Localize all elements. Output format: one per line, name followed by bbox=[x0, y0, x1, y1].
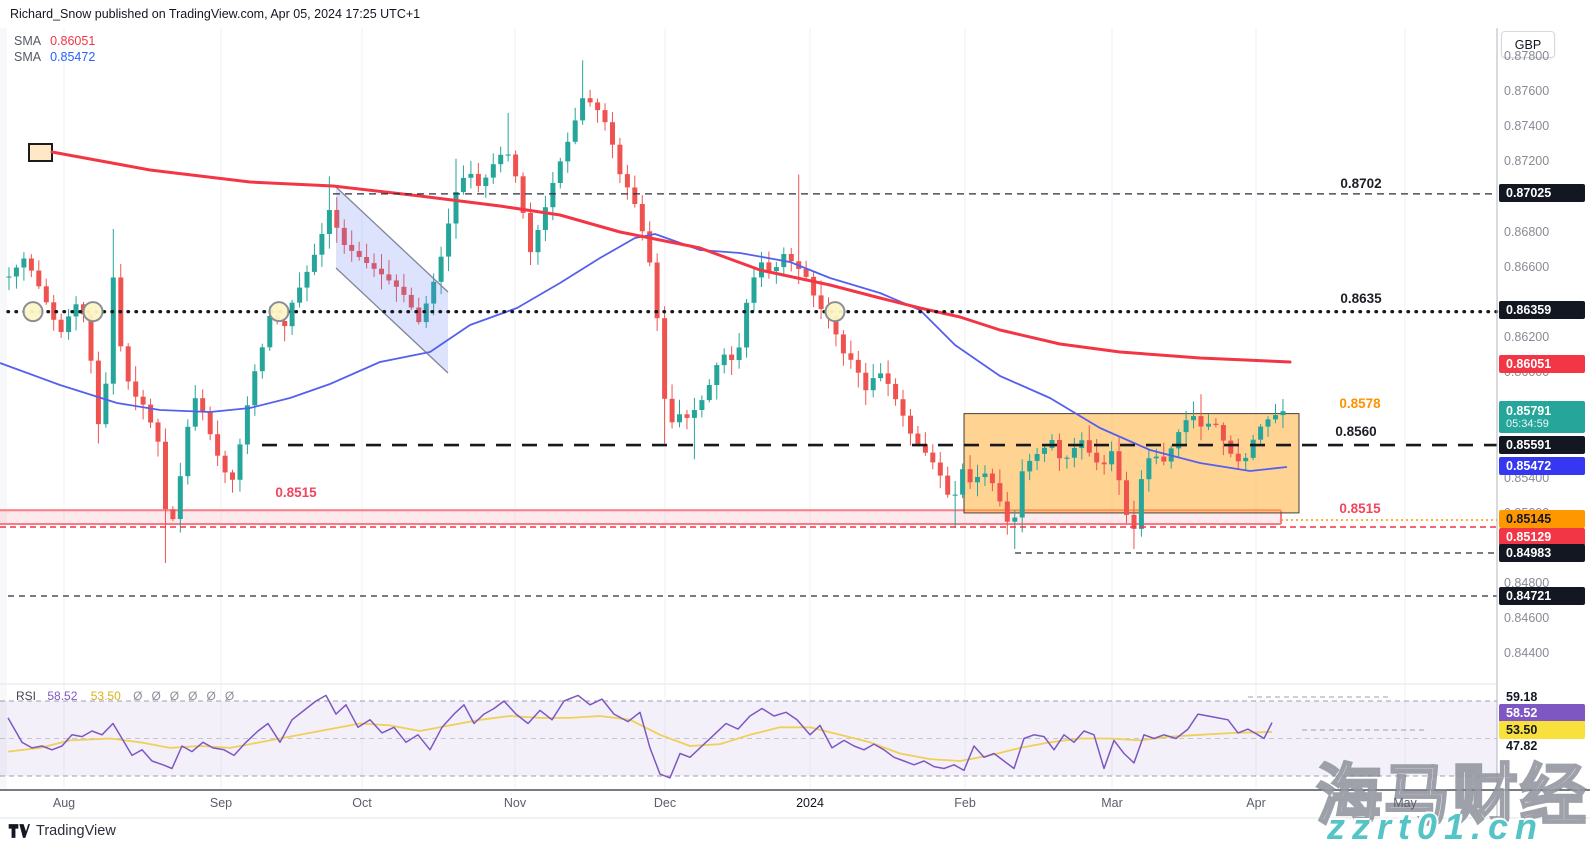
candles bbox=[6, 60, 1286, 563]
price-tick: 0.84800 bbox=[1504, 576, 1550, 591]
time-tick: Nov bbox=[503, 796, 527, 810]
rsi-setting-empty: Ø bbox=[133, 689, 143, 703]
level-label: 0.8560 bbox=[1335, 424, 1376, 439]
level-label: 0.8635 bbox=[1340, 291, 1382, 306]
tradingview-logo[interactable]: TradingView bbox=[8, 823, 116, 839]
rsi-axis-value: 58.52 bbox=[1499, 704, 1585, 722]
rsi-setting-empty: Ø bbox=[206, 689, 216, 703]
level-label: 0.8515 bbox=[1339, 501, 1381, 516]
time-tick: Feb bbox=[954, 796, 976, 810]
price-tick: 0.87600 bbox=[1504, 83, 1550, 98]
time-tick: Sep bbox=[209, 796, 233, 810]
rsi-ma-line bbox=[7, 715, 1273, 762]
watermark-url: zzrt01.cn bbox=[1326, 806, 1544, 847]
price-tick: 0.86200 bbox=[1504, 330, 1550, 345]
time-tick: Dec bbox=[653, 796, 677, 810]
rsi-axis-value: 59.18 bbox=[1506, 690, 1538, 704]
axis-price-badge: 0.84983 bbox=[1499, 544, 1585, 562]
time-tick: Oct bbox=[352, 796, 372, 810]
indicator-legend[interactable]: SMA 0.86051 SMA 0.85472 bbox=[14, 33, 95, 65]
tradingview-glyph bbox=[8, 824, 30, 838]
sma2-label: SMA bbox=[14, 50, 42, 64]
axis-price-badge: 0.86051 bbox=[1499, 355, 1585, 374]
level-label: 0.8515 bbox=[275, 485, 317, 500]
rsi-ma-value: 53.50 bbox=[90, 689, 121, 703]
brand-text: TradingView bbox=[36, 823, 116, 839]
rsi-value: 58.52 bbox=[47, 689, 78, 703]
time-tick: Aug bbox=[52, 796, 76, 810]
rsi-setting-empty: Ø bbox=[188, 689, 198, 703]
rsi-line bbox=[7, 694, 1273, 779]
rsi-title: RSI bbox=[16, 689, 37, 703]
level-label: 0.8702 bbox=[1340, 176, 1381, 191]
price-tick: 0.87400 bbox=[1504, 119, 1550, 134]
sma1-value: 0.86051 bbox=[50, 34, 96, 48]
anchor-box bbox=[28, 143, 53, 162]
sma-red-line bbox=[50, 150, 1292, 364]
sma1-label: SMA bbox=[14, 34, 42, 48]
price-tick: 0.86600 bbox=[1504, 259, 1550, 274]
time-tick: 2024 bbox=[796, 796, 824, 810]
time-tick: Mar bbox=[1101, 796, 1123, 810]
range-box bbox=[963, 413, 1300, 514]
sma2-value: 0.85472 bbox=[50, 50, 96, 64]
watermark-cn: 海马财经 bbox=[1315, 756, 1588, 836]
price-tick: 0.87200 bbox=[1504, 154, 1550, 169]
axis-price-badge: 0.85145 bbox=[1499, 510, 1585, 528]
sma-legend-row-2[interactable]: SMA 0.85472 bbox=[14, 49, 95, 65]
axis-price-badge: 0.85591 bbox=[1499, 436, 1585, 455]
time-tick: May bbox=[1393, 796, 1417, 810]
rsi-axis-value: 47.82 bbox=[1506, 739, 1538, 753]
trend-channel bbox=[336, 187, 448, 373]
sma-legend-row-1[interactable]: SMA 0.86051 bbox=[14, 33, 95, 49]
axis-price-badge: 0.85472 bbox=[1499, 456, 1585, 475]
rsi-axis-value: 53.50 bbox=[1499, 721, 1585, 739]
publish-line: Richard_Snow published on TradingView.co… bbox=[10, 7, 421, 21]
axis-price-badge: 0.85129 bbox=[1499, 528, 1585, 546]
axis-price-badge: 0.86359 bbox=[1499, 301, 1585, 320]
axis-price-badge: 0.87025 bbox=[1499, 184, 1585, 202]
rsi-setting-empty: Ø bbox=[169, 689, 180, 703]
axis-price-badge: 0.85791 05:34:59 bbox=[1499, 400, 1585, 433]
time-tick: Apr bbox=[1246, 796, 1266, 810]
currency-button[interactable]: GBP bbox=[1501, 31, 1555, 58]
rsi-setting-empty: Ø bbox=[224, 689, 235, 703]
price-tick: 0.87800 bbox=[1504, 48, 1550, 63]
price-tick: 0.84400 bbox=[1504, 646, 1550, 661]
price-tick: 0.86800 bbox=[1504, 224, 1550, 239]
price-tick: 0.84600 bbox=[1504, 611, 1550, 626]
rsi-setting-empty: Ø bbox=[151, 689, 161, 703]
axis-price-badge: 0.84721 bbox=[1499, 587, 1585, 605]
level-label: 0.8578 bbox=[1339, 396, 1381, 411]
